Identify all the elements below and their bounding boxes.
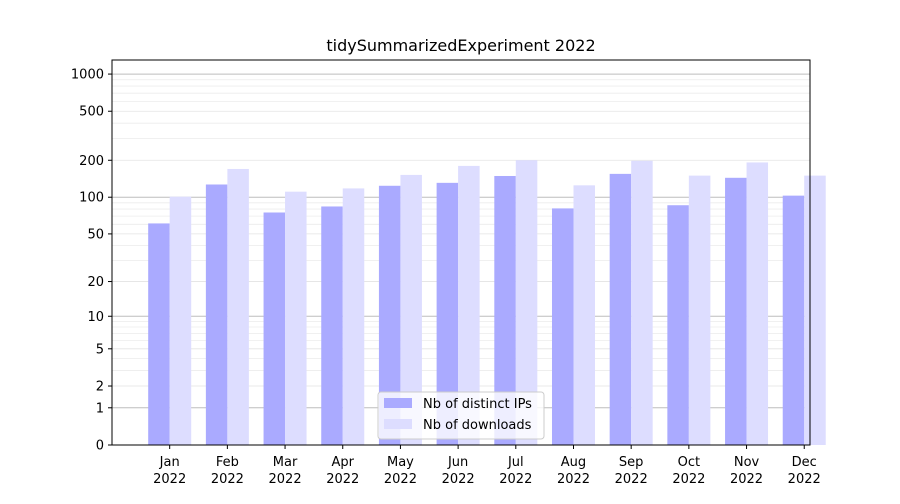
bar-distinct-ips-dec: [782, 195, 805, 445]
x-tick-label-month: Mar: [273, 455, 298, 470]
legend-label: Nb of downloads: [423, 418, 532, 433]
x-tick-label-month: Aug: [561, 455, 586, 470]
bar-distinct-ips-oct: [667, 205, 689, 445]
bar-downloads-may: [400, 174, 422, 445]
bar-downloads-dec: [804, 175, 826, 446]
y-tick-label: 50: [87, 227, 104, 242]
x-tick-label-year: 2022: [384, 472, 417, 487]
bar-distinct-ips-sep: [609, 173, 632, 445]
y-tick-label: 0: [96, 439, 104, 454]
bar-distinct-ips-jul: [494, 175, 516, 445]
legend: Nb of distinct IPs Nb of downloads: [377, 391, 545, 440]
bar-downloads-mar: [285, 191, 307, 445]
bar-distinct-ips-may: [378, 185, 401, 445]
x-tick-label-month: Jan: [159, 455, 180, 470]
y-tick-label: 1: [96, 401, 104, 416]
legend-box: [377, 391, 545, 440]
x-tick-label-month: Sep: [619, 455, 644, 470]
x-tick-label-month: May: [387, 455, 414, 470]
x-tick-label-year: 2022: [499, 472, 532, 487]
x-tick-label-year: 2022: [153, 472, 186, 487]
bar-downloads-feb: [227, 168, 249, 445]
bar-distinct-ips-jun: [436, 182, 459, 445]
y-tick-label: 2: [96, 380, 104, 395]
x-tick-label-year: 2022: [672, 472, 705, 487]
bar-downloads-aug: [573, 185, 595, 446]
bar-downloads-jun: [458, 165, 480, 446]
bar-downloads-apr: [342, 188, 365, 445]
y-tick-label: 10: [87, 310, 104, 325]
y-tick-label: 100: [79, 191, 104, 206]
x-tick-label-year: 2022: [730, 472, 763, 487]
x-tick-label-month: Apr: [331, 455, 354, 470]
bar-downloads-jan: [169, 196, 192, 445]
bar-distinct-ips-apr: [321, 206, 343, 445]
x-tick-label-year: 2022: [615, 472, 648, 487]
bar-downloads-sep: [631, 160, 653, 445]
bar-downloads-nov: [746, 162, 769, 445]
x-tick-label-year: 2022: [326, 472, 359, 487]
y-tick-label: 1000: [71, 68, 104, 83]
legend-swatch: [384, 398, 412, 408]
bars: [148, 160, 826, 446]
x-tick-label-month: Feb: [216, 455, 239, 470]
bar-downloads-jul: [515, 160, 538, 445]
x-axis: Jan 2022 Feb 2022 Mar 2022 Apr 2022 May 2022 Jun 20…: [153, 445, 821, 487]
y-tick-label: 200: [79, 154, 104, 169]
y-tick-label: 500: [79, 105, 104, 120]
bar-distinct-ips-mar: [263, 212, 286, 445]
x-tick-label-month: Jun: [447, 455, 468, 470]
bar-distinct-ips-nov: [725, 177, 747, 445]
x-tick-label-year: 2022: [557, 472, 590, 487]
plot-frame: [111, 59, 811, 446]
x-tick-label-year: 2022: [269, 472, 302, 487]
y-tick-label: 5: [96, 342, 104, 357]
x-tick-label-month: Oct: [678, 455, 700, 470]
chart-title: tidySummarizedExperiment 2022: [326, 36, 595, 55]
x-tick-label-month: Dec: [792, 455, 817, 470]
bar-downloads-oct: [688, 175, 711, 446]
bar-distinct-ips-aug: [551, 208, 574, 445]
bar-distinct-ips-jan: [148, 223, 170, 445]
x-tick-label-month: Nov: [734, 455, 760, 470]
x-tick-label-month: Jul: [507, 455, 524, 470]
y-axis: 0 1 2 5 10 20 50 100 200 500 1000: [71, 68, 112, 454]
y-tick-label: 20: [87, 275, 104, 290]
x-tick-label-year: 2022: [442, 472, 475, 487]
x-tick-label-year: 2022: [788, 472, 821, 487]
legend-swatch: [384, 419, 412, 429]
bar-distinct-ips-feb: [205, 184, 228, 446]
legend-label: Nb of distinct IPs: [423, 397, 532, 412]
x-tick-label-year: 2022: [211, 472, 244, 487]
